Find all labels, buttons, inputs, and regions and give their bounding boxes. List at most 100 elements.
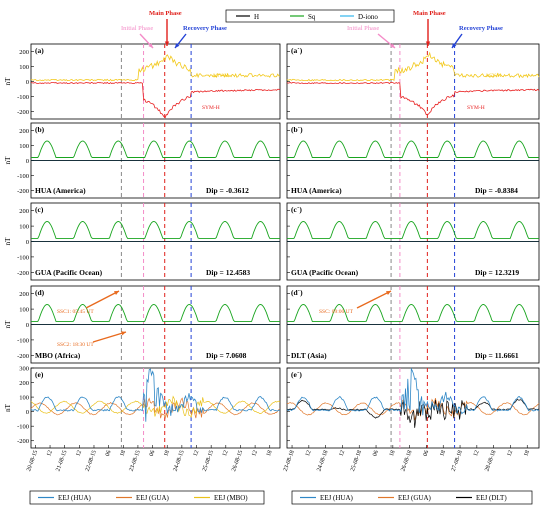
symh-label: SYM-H xyxy=(202,105,220,111)
series-group xyxy=(287,304,539,325)
y-tick-label: 100 xyxy=(19,64,29,71)
main-phase-arrow-right xyxy=(425,19,431,46)
dip-label: Dip = 7.0608 xyxy=(206,351,247,360)
eej-legend-label: EEJ (DLT) xyxy=(476,494,507,502)
recovery-phase-arrow-right xyxy=(451,33,463,49)
panel-d-prime: (d`) DLT (Asia) Dip = 11.6661 SSC: 09:00 UT xyxy=(286,285,540,364)
panel-frame xyxy=(30,43,281,120)
legend-item-d-iono: D-iono xyxy=(340,13,378,21)
panel-e-prime: (e`) xyxy=(286,367,540,449)
panel-a-prime: ASY-H SYM-H (a`) xyxy=(286,43,540,120)
y-tick-label: -200 xyxy=(17,438,29,445)
x-tick-label: 06 xyxy=(372,450,380,458)
y-tick-label: -200 xyxy=(17,109,29,116)
asyh-line xyxy=(30,54,281,82)
ssc1-label: SSC1: 05:45 UT xyxy=(57,309,94,315)
x-tick-label: 26-08-18 xyxy=(400,450,413,473)
legend-label: H xyxy=(254,13,259,21)
x-tick-label: 12 xyxy=(251,450,259,458)
series-group xyxy=(31,221,280,242)
x-tick-label: 18 xyxy=(439,450,447,458)
asyh-line xyxy=(286,51,540,82)
series-group xyxy=(31,304,280,325)
y-tick-label: 100 xyxy=(19,307,29,314)
x-tick-label: 24-08-15 xyxy=(173,450,186,473)
ssc2-label: SSC2: 18:30 UT xyxy=(57,342,94,348)
panel-tag: (b) xyxy=(35,125,45,134)
eej-legend-label: EEJ (GUA) xyxy=(136,494,170,502)
ssc1-arrow xyxy=(85,290,120,309)
y-tick-label: -100 xyxy=(17,173,29,180)
x-tick-label: 18 xyxy=(266,450,274,458)
sq-line xyxy=(287,140,539,158)
ssc-arrow xyxy=(356,290,392,309)
sq-line xyxy=(31,221,280,239)
x-tick-label: 12 xyxy=(76,450,84,458)
symh-label: SYM-H xyxy=(467,105,485,111)
panel-tag: (e) xyxy=(35,370,44,379)
eej-hua-line xyxy=(30,368,281,422)
eej-legend-left: EEJ (HUA) EEJ (GUA) EEJ (MBO) xyxy=(29,490,265,505)
eej-legend-label: EEJ (HUA) xyxy=(320,494,354,502)
station-label: DLT (Asia) xyxy=(291,351,327,360)
initial-phase-label-right: Initial Phase xyxy=(347,25,379,32)
legend-label: D-iono xyxy=(358,13,378,21)
y-tick-label: 200 xyxy=(19,208,29,215)
y-tick-label: 0 xyxy=(26,79,29,86)
main-phase-arrow xyxy=(164,19,170,46)
eej-third-line xyxy=(30,395,281,418)
eej-legend-label: EEJ (MBO) xyxy=(214,494,248,502)
x-tick-label: 28-08-18 xyxy=(484,450,497,473)
x-tick-label: 25-08-15 xyxy=(202,450,215,473)
eej-hua-line xyxy=(286,367,540,416)
legend-item-h: H xyxy=(236,13,259,21)
panel-frame xyxy=(286,43,540,120)
x-tick-label: 25-08-18 xyxy=(350,450,363,473)
top-legend: H Sq D-iono xyxy=(225,9,395,23)
recovery-phase-arrow xyxy=(174,33,187,49)
y-axis-label: nT xyxy=(4,77,12,86)
y-axis-label: nT xyxy=(4,156,12,165)
station-label: GUA (Pacific Ocean) xyxy=(35,268,103,277)
panel-tag: (c) xyxy=(35,205,44,214)
series-group xyxy=(30,54,281,119)
y-tick-label: 200 xyxy=(19,380,29,387)
panel-tag: (a`) xyxy=(291,46,303,55)
y-axis-label: nT xyxy=(4,320,12,329)
series-group xyxy=(287,221,539,242)
panel-b-prime: (b`) HUA (America) Dip = -0.8384 xyxy=(286,122,540,199)
panel-tag: (d) xyxy=(35,288,45,297)
series-group xyxy=(286,367,540,428)
sq-line xyxy=(287,304,539,322)
y-tick-label: 200 xyxy=(19,291,29,298)
x-tick-label: 06 xyxy=(423,450,431,458)
x-tick-label: 22-08-15 xyxy=(85,450,98,473)
y-tick-label: -200 xyxy=(17,270,29,277)
y-tick-label: 200 xyxy=(19,128,29,135)
x-tick-label: 12 xyxy=(339,450,347,458)
y-tick-label: -100 xyxy=(17,254,29,261)
y-tick-label: -200 xyxy=(17,353,29,360)
x-tick-label: 12 xyxy=(193,450,201,458)
ssc2-arrow xyxy=(92,331,127,343)
panel-tag: (c`) xyxy=(291,205,302,214)
legend-label: Sq xyxy=(308,13,316,21)
recovery-phase-label-right: Recovery Phase xyxy=(459,25,503,32)
panel-frame xyxy=(286,367,540,449)
dip-label: Dip = 12.4583 xyxy=(206,268,250,277)
x-tick-label: 06 xyxy=(149,450,157,458)
panel-tag: (d`) xyxy=(291,288,303,297)
eej-legend-right: EEJ (HUA) EEJ (GUA) EEJ (DLT) xyxy=(291,490,533,505)
panel-d: 200 100 0 -100 -200 nT (d) MBO (Africa) Dip = 7.… xyxy=(4,285,281,364)
x-tick-label: 18 xyxy=(163,450,171,458)
main-phase-label-right: Main Phase xyxy=(413,10,446,17)
eej-legend-label: EEJ (HUA) xyxy=(58,494,92,502)
column-2018: ASY-H SYM-H (a`) (b`) HUA (America) Dip = -0.… xyxy=(283,43,540,473)
y-axis-label: nT xyxy=(4,237,12,246)
y-tick-label: 200 xyxy=(19,49,29,56)
x-tick-label: 20-08-15 xyxy=(26,450,39,473)
y-tick-label: -200 xyxy=(17,188,29,195)
panel-tag: (a) xyxy=(35,46,44,55)
series-group xyxy=(30,368,281,422)
